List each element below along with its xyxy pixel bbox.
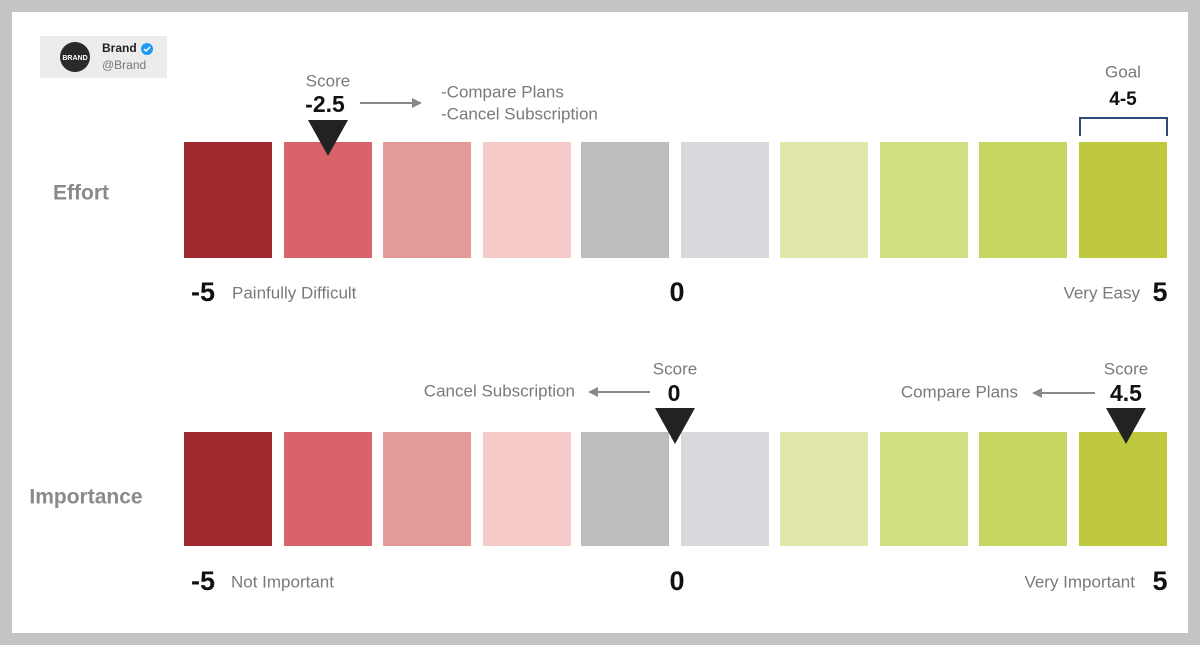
score-value: -2.5 [305,91,345,117]
scales [184,142,1167,546]
check [143,46,151,53]
score-marker [308,120,348,156]
scale-min-label: Painfully Difficult [232,283,357,302]
scale-cell [1079,142,1167,258]
scale-cell [383,142,471,258]
row-label: Effort [53,182,109,205]
arrow-head [588,387,598,397]
score-marker [655,408,695,444]
scale-cell [184,432,272,546]
scale-mid: 0 [669,277,684,307]
brand-logo [60,42,90,72]
scale-cell [383,432,471,546]
scale-cell [979,142,1067,258]
scale-cell [780,142,868,258]
goal-value: 4-5 [1109,89,1137,110]
score-note: -Compare Plans [441,82,564,101]
scale-min: -5 [191,277,215,307]
scale-cell [681,142,769,258]
scale-max-label: Very Easy [1063,283,1140,302]
scale-cell [483,432,571,546]
score-title: Score [306,71,350,90]
score-marker [1106,408,1146,444]
score-value: 0 [668,380,681,406]
scale-min-label: Not Important [231,572,334,591]
goal-title: Goal [1105,62,1141,81]
row-label: Importance [29,486,142,509]
scale-cell [1079,432,1167,546]
scale-cell [880,432,968,546]
brand-badge: BRAND Brand @Brand [40,36,167,78]
score-note: Cancel Subscription [424,381,575,400]
scale-cell [681,432,769,546]
score-title: Score [653,359,697,378]
arrow-head [1032,388,1042,398]
goal-bracket [1079,117,1168,136]
scale-cell [979,432,1067,546]
scale-max: 5 [1152,566,1167,596]
scale-cell [284,432,372,546]
score-note: Compare Plans [901,382,1018,401]
scale-max: 5 [1152,277,1167,307]
scale-cell [880,142,968,258]
scale-min: -5 [191,566,215,596]
scale-cell [780,432,868,546]
score-note: -Cancel Subscription [441,104,598,123]
arrow-head [412,98,422,108]
scale-cell [284,142,372,258]
scale-cell [184,142,272,258]
logo-text: BRAND [62,55,87,62]
scale-mid: 0 [669,566,684,596]
scale-max-label: Very Important [1024,572,1135,591]
score-value: 4.5 [1110,380,1142,406]
brand-name: Brand [102,41,137,55]
score-title: Score [1104,359,1148,378]
scale-cell [581,142,669,258]
scale-cell [483,142,571,258]
scale-cell [581,432,669,546]
brand-handle: @Brand [102,58,146,72]
